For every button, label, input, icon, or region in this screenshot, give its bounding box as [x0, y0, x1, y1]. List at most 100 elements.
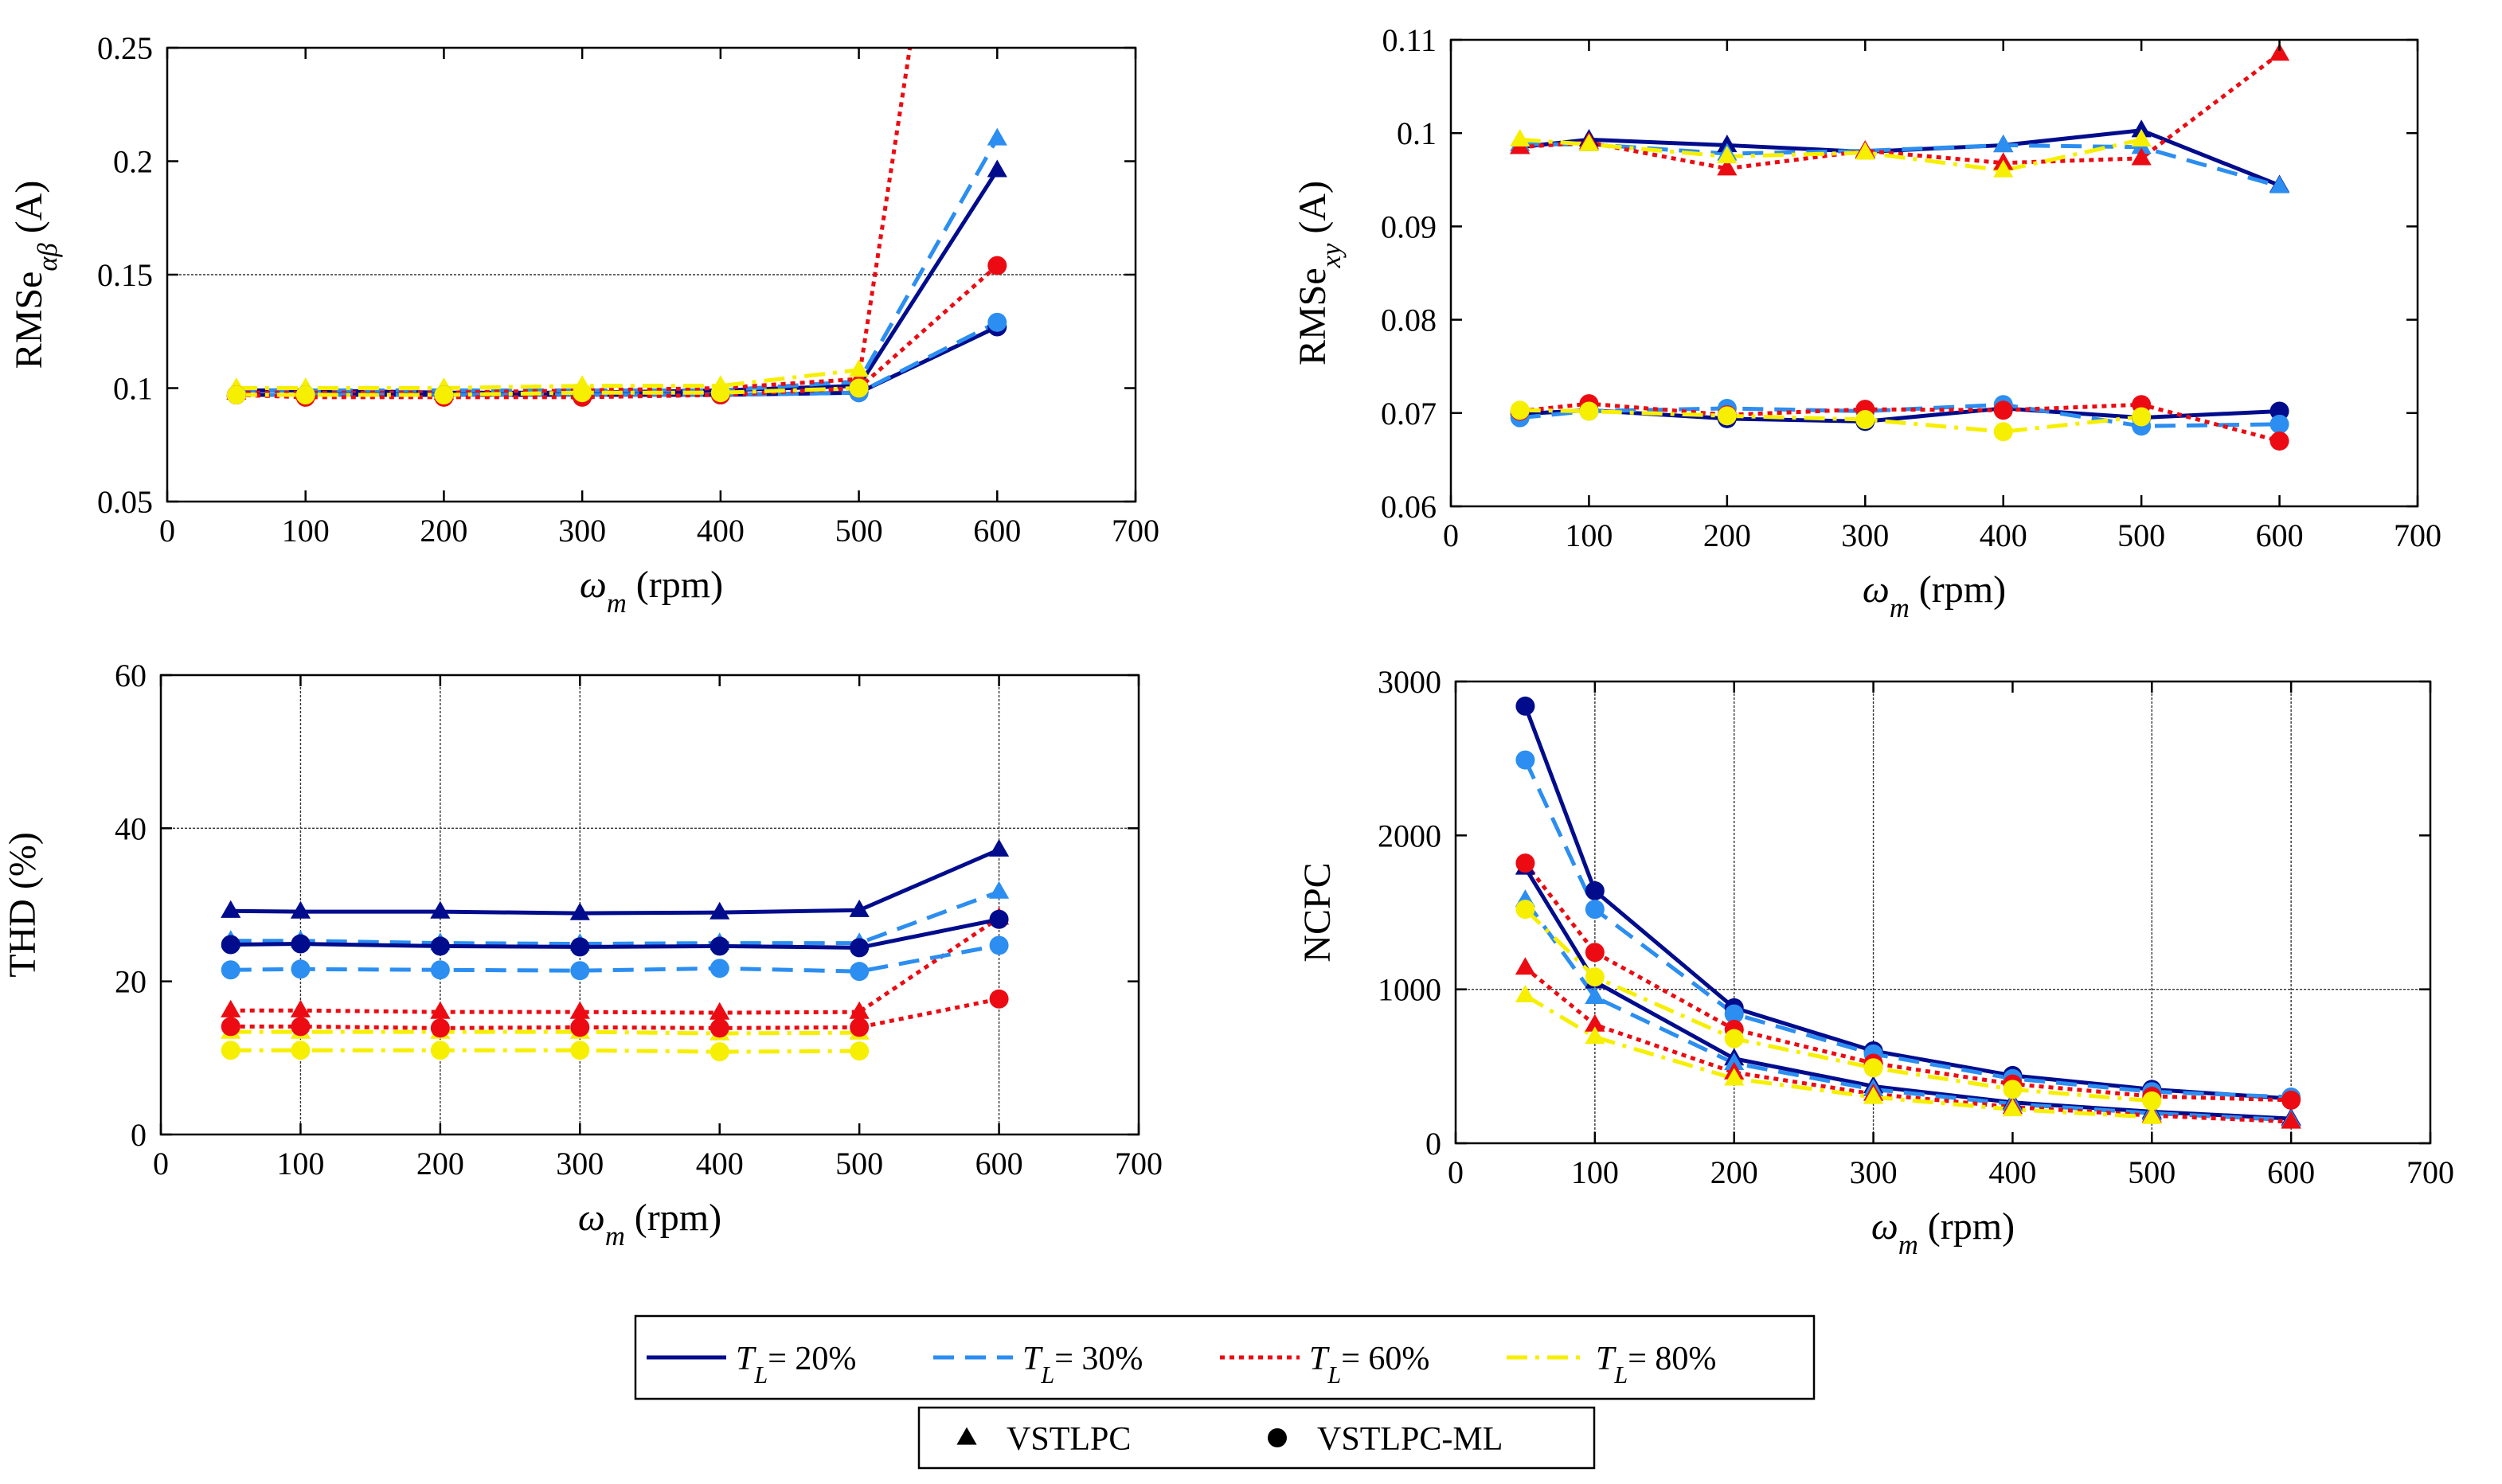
series-line-TL60-VSTLPC-ML	[1523, 861, 2292, 1103]
y-tick-label: 2000	[1378, 818, 1441, 853]
data-point-TL20-VSTLPC-ML	[291, 934, 311, 954]
data-point-TL20-VSTLPC-ML	[2269, 401, 2289, 421]
series-line-TL20-VSTLPC	[1523, 866, 2292, 1121]
y-tick-label: 0.2	[113, 144, 153, 180]
series-line-TL30-VSTLPC-ML	[230, 943, 1000, 974]
series-line-TL20-VSTLPC	[236, 169, 999, 395]
x-tick-label: 0	[153, 1146, 169, 1181]
data-point-TL20-VSTLPC	[987, 159, 1007, 178]
data-point-TL30-VSTLPC-ML	[570, 961, 590, 981]
x-tick-label: 300	[558, 513, 606, 549]
data-point-TL60-VSTLPC-ML	[291, 1017, 311, 1037]
legend-label-VSTLPC: VSTLPC	[1007, 1421, 1131, 1458]
x-tick-label: 0	[1443, 517, 1459, 553]
data-point-TL80-VSTLPC-ML	[295, 385, 315, 405]
data-point-TL80-VSTLPC-ML	[1863, 1058, 1883, 1078]
y-axis-label: THD (%)	[2, 832, 44, 978]
x-tick-label: 600	[973, 513, 1021, 549]
data-point-TL30-VSTLPC-ML	[850, 962, 870, 982]
data-point-TL60-VSTLPC-ML	[850, 1017, 870, 1037]
data-point-TL80-VSTLPC	[1510, 129, 1531, 147]
data-point-TL20-VSTLPC	[988, 838, 1010, 857]
data-point-TL20-VSTLPC-ML	[1515, 696, 1535, 716]
data-point-TL20-VSTLPC	[430, 900, 451, 919]
data-point-TL20-VSTLPC-ML	[221, 935, 240, 955]
x-axis-label: ωm (rpm)	[578, 1197, 721, 1252]
series-line-TL80-VSTLPC	[1524, 994, 2152, 1119]
x-tick-label: 100	[1565, 517, 1613, 553]
series-line-TL20-VSTLPC	[230, 847, 1000, 916]
chart-ncpc: 0 100 200 300 400 500 600 700 0 1000 2000 3000 ωm (r…	[1296, 664, 2454, 1260]
data-point-TL80-VSTLPC-ML	[2003, 1080, 2023, 1099]
data-point-TL60-VSTLPC-ML	[1585, 943, 1605, 963]
data-point-TL80-VSTLPC	[1515, 985, 1536, 1003]
data-point-TL60-VSTLPC	[2281, 1111, 2301, 1129]
chart-rmse_xy: 0 100 200 300 400 500 600 700 0.06 0.07 0.08 0.09 0.…	[1292, 22, 2441, 623]
legend-label-TL20: TL= 20%	[736, 1341, 856, 1388]
y-tick-label: 0.25	[97, 30, 153, 66]
x-tick-label: 700	[2406, 1154, 2454, 1190]
series-line-TL80-VSTLPC	[236, 368, 859, 390]
x-tick-label: 600	[2256, 517, 2304, 553]
data-point-TL80-VSTLPC-ML	[850, 1041, 870, 1061]
data-point-TL20-VSTLPC-ML	[850, 938, 870, 958]
axes-frame	[159, 674, 1140, 1136]
data-point-TL80-VSTLPC-ML	[1585, 967, 1605, 987]
data-point-TL80-VSTLPC-ML	[2132, 407, 2152, 427]
data-point-TL80-VSTLPC-ML	[710, 383, 730, 403]
x-tick-label: 700	[1115, 1146, 1163, 1181]
data-point-TL30-VSTLPC	[2269, 175, 2290, 193]
data-point-TL80-VSTLPC-ML	[221, 1041, 240, 1060]
y-axis-label: RMSeαβ (A)	[8, 181, 63, 369]
legend-label-VSTLPC-ML: VSTLPC-ML	[1317, 1421, 1503, 1458]
data-point-TL80-VSTLPC-ML	[1724, 1029, 1744, 1049]
data-point-TL60-VSTLPC-ML	[221, 1017, 240, 1037]
data-point-TL80-VSTLPC-ML	[849, 378, 869, 398]
legend-label-TL60: TL= 60%	[1309, 1341, 1429, 1388]
y-tick-label: 0.06	[1381, 489, 1437, 525]
data-point-TL30-VSTLPC-ML	[2269, 414, 2289, 434]
y-axis-label: NCPC	[1296, 862, 1339, 962]
data-point-TL80-VSTLPC-ML	[710, 1042, 729, 1062]
series-line-TL80-VSTLPC-ML	[236, 386, 859, 397]
series-line-TL80-VSTLPC-ML	[230, 1048, 860, 1054]
chart-rmse_ab: 0 100 200 300 400 500 600 700 0.05 0.1 0.15 0.2 0.25…	[8, 30, 1159, 619]
data-point-TL60-VSTLPC-ML	[1993, 400, 2013, 420]
data-point-TL60-VSTLPC-ML	[989, 989, 1009, 1009]
data-point-TL80-VSTLPC	[1578, 133, 1600, 151]
data-point-TL30-VSTLPC-ML	[291, 959, 311, 979]
x-tick-label: 200	[420, 513, 467, 549]
data-point-TL60-VSTLPC	[1717, 158, 1738, 176]
y-tick-label: 0	[131, 1117, 147, 1153]
data-point-TL20-VSTLPC-ML	[989, 909, 1009, 929]
data-point-TL30-VSTLPC	[987, 127, 1007, 146]
x-tick-label: 0	[159, 513, 175, 549]
data-point-TL60-VSTLPC	[1585, 1013, 1605, 1032]
y-tick-label: 0.15	[97, 257, 153, 293]
data-point-TL60-VSTLPC	[849, 1001, 870, 1019]
series-line-TL80-VSTLPC	[230, 1029, 860, 1036]
data-point-TL80-VSTLPC-ML	[1510, 400, 1530, 420]
x-tick-label: 200	[1703, 517, 1751, 553]
data-point-TL80-VSTLPC-ML	[1855, 410, 1875, 430]
x-tick-label: 200	[1710, 1154, 1758, 1190]
y-axis-label: RMSexy (A)	[1292, 181, 1347, 365]
x-tick-label: 100	[276, 1146, 324, 1181]
data-point-TL80-VSTLPC-ML	[1993, 422, 2013, 442]
x-tick-label: 400	[1980, 517, 2027, 553]
data-point-TL60-VSTLPC	[290, 999, 311, 1017]
y-tick-label: 0.09	[1381, 209, 1437, 244]
x-tick-label: 400	[697, 513, 745, 549]
data-point-TL20-VSTLPC	[221, 900, 241, 918]
data-point-TL20-VSTLPC-ML	[570, 937, 590, 957]
axes-frame	[1449, 38, 2419, 508]
data-point-TL80-VSTLPC-ML	[570, 1041, 590, 1060]
data-point-TL30-VSTLPC-ML	[1585, 900, 1605, 920]
series-line-TL80-VSTLPC-ML	[1519, 408, 2142, 434]
data-point-TL80-VSTLPC	[1717, 146, 1738, 164]
y-tick-label: 20	[115, 964, 147, 1000]
data-point-TL80-VSTLPC-ML	[434, 385, 454, 405]
x-tick-label: 100	[282, 513, 330, 549]
data-point-TL30-VSTLPC-ML	[989, 935, 1009, 955]
legend-label-TL80: TL= 80%	[1596, 1341, 1716, 1388]
